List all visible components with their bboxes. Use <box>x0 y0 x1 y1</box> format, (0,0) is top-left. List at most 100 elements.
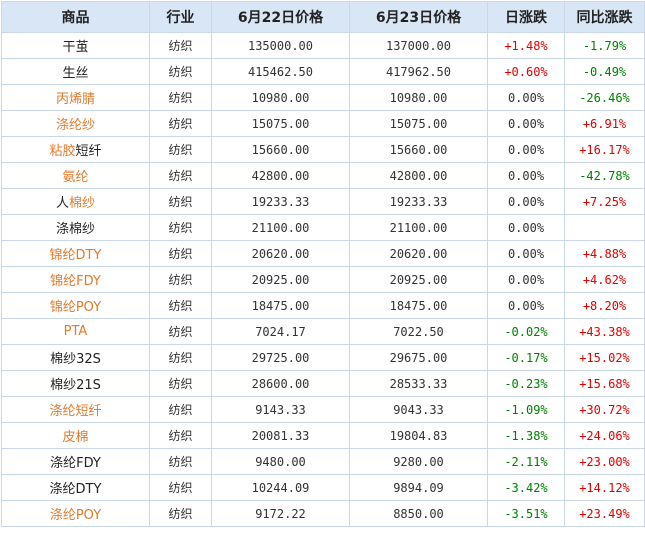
table-row: 涤纶POY 纺织 9172.22 8850.00 -3.51% +23.49% <box>1 500 645 527</box>
col-header-price-jun22: 6月22日价格 <box>211 1 350 33</box>
commodity-name-cell: 涤纶短纤 <box>1 396 150 423</box>
commodity-name-cell: 锦纶DTY <box>1 240 150 267</box>
commodity-text: 生丝 <box>62 66 89 81</box>
price-jun22-cell: 7024.17 <box>211 318 350 345</box>
daily-change-cell: -0.23% <box>487 370 565 397</box>
daily-change-cell: 0.00% <box>487 292 565 319</box>
yoy-change-cell: +8.20% <box>564 292 645 319</box>
table-row: 锦纶POY 纺织 18475.00 18475.00 0.00% +8.20% <box>1 292 645 319</box>
price-jun22-cell: 9172.22 <box>211 500 350 527</box>
price-jun23-cell: 9894.09 <box>349 474 488 501</box>
commodity-name-cell: 涤棉纱 <box>1 214 150 241</box>
price-jun23-cell: 42800.00 <box>349 162 488 189</box>
yoy-change-cell: +23.00% <box>564 448 645 475</box>
price-jun23-cell: 19233.33 <box>349 188 488 215</box>
commodity-link[interactable]: 涤纶纱 <box>55 118 95 133</box>
yoy-change-cell: +4.62% <box>564 266 645 293</box>
industry-cell: 纺织 <box>149 448 212 475</box>
yoy-change-cell <box>564 214 645 241</box>
price-jun23-cell: 8850.00 <box>349 500 488 527</box>
price-jun23-cell: 21100.00 <box>349 214 488 241</box>
yoy-change-cell: +30.72% <box>564 396 645 423</box>
col-header-industry: 行业 <box>149 1 212 33</box>
commodity-link[interactable]: 锦纶FDY <box>50 274 101 289</box>
daily-change-cell: 0.00% <box>487 84 565 111</box>
commodity-link[interactable]: 涤纶POY <box>49 508 102 523</box>
price-jun22-cell: 29725.00 <box>211 344 350 371</box>
price-jun23-cell: 137000.00 <box>349 32 488 59</box>
commodity-name-cell: 生丝 <box>1 58 150 85</box>
table-row: 锦纶FDY 纺织 20925.00 20925.00 0.00% +4.62% <box>1 266 645 293</box>
industry-cell: 纺织 <box>149 422 212 449</box>
commodity-name-cell: PTA <box>1 318 150 345</box>
daily-change-cell: -2.11% <box>487 448 565 475</box>
col-header-daily-change: 日涨跌 <box>487 1 565 33</box>
commodity-link[interactable]: 棉纱 <box>69 196 96 211</box>
col-header-yoy-change: 同比涨跌 <box>564 1 645 33</box>
price-jun22-cell: 28600.00 <box>211 370 350 397</box>
yoy-change-cell: +15.02% <box>564 344 645 371</box>
commodity-link[interactable]: 涤纶短纤 <box>49 404 102 419</box>
table-row: 涤纶短纤 纺织 9143.33 9043.33 -1.09% +30.72% <box>1 396 645 423</box>
commodity-name-cell: 棉纱32S <box>1 344 150 371</box>
price-jun22-cell: 10244.09 <box>211 474 350 501</box>
commodity-name-cell: 涤纶POY <box>1 500 150 527</box>
table-row: 锦纶DTY 纺织 20620.00 20620.00 0.00% +4.88% <box>1 240 645 267</box>
industry-cell: 纺织 <box>149 396 212 423</box>
commodity-link[interactable]: PTA <box>63 324 88 339</box>
industry-cell: 纺织 <box>149 110 212 137</box>
table-row: 干茧 纺织 135000.00 137000.00 +1.48% -1.79% <box>1 32 645 59</box>
price-jun22-cell: 18475.00 <box>211 292 350 319</box>
commodity-link[interactable]: 丙烯腈 <box>55 92 95 107</box>
table-row: 涤纶纱 纺织 15075.00 15075.00 0.00% +6.91% <box>1 110 645 137</box>
industry-cell: 纺织 <box>149 500 212 527</box>
daily-change-cell: -3.51% <box>487 500 565 527</box>
commodity-text: 短纤 <box>75 144 102 159</box>
table-body: 干茧 纺织 135000.00 137000.00 +1.48% -1.79% 生丝 纺织 41… <box>1 32 645 527</box>
price-jun23-cell: 20925.00 <box>349 266 488 293</box>
commodity-name-cell: 皮棉 <box>1 422 150 449</box>
table-row: 涤棉纱 纺织 21100.00 21100.00 0.00% <box>1 214 645 241</box>
table-row: 丙烯腈 纺织 10980.00 10980.00 0.00% -26.46% <box>1 84 645 111</box>
commodity-name-cell: 人棉纱 <box>1 188 150 215</box>
industry-cell: 纺织 <box>149 344 212 371</box>
daily-change-cell: +1.48% <box>487 32 565 59</box>
daily-change-cell: +0.60% <box>487 58 565 85</box>
commodity-name-cell: 氨纶 <box>1 162 150 189</box>
price-jun22-cell: 21100.00 <box>211 214 350 241</box>
table-row: 皮棉 纺织 20081.33 19804.83 -1.38% +24.06% <box>1 422 645 449</box>
commodity-name-cell: 丙烯腈 <box>1 84 150 111</box>
yoy-change-cell: +14.12% <box>564 474 645 501</box>
yoy-change-cell: +23.49% <box>564 500 645 527</box>
industry-cell: 纺织 <box>149 162 212 189</box>
commodity-link[interactable]: 皮棉 <box>62 430 89 445</box>
price-jun22-cell: 9143.33 <box>211 396 350 423</box>
price-jun23-cell: 15075.00 <box>349 110 488 137</box>
yoy-change-cell: -26.46% <box>564 84 645 111</box>
yoy-change-cell: +7.25% <box>564 188 645 215</box>
daily-change-cell: 0.00% <box>487 266 565 293</box>
commodity-name-cell: 粘胶短纤 <box>1 136 150 163</box>
price-jun23-cell: 15660.00 <box>349 136 488 163</box>
yoy-change-cell: +4.88% <box>564 240 645 267</box>
industry-cell: 纺织 <box>149 370 212 397</box>
commodity-link[interactable]: 锦纶POY <box>49 300 102 315</box>
commodity-text: 涤棉纱 <box>55 222 95 237</box>
commodity-link[interactable]: 氨纶 <box>62 170 89 185</box>
price-jun22-cell: 42800.00 <box>211 162 350 189</box>
table-row: 涤纶DTY 纺织 10244.09 9894.09 -3.42% +14.12% <box>1 474 645 501</box>
commodity-text: 棉纱32S <box>50 352 101 367</box>
price-jun22-cell: 20081.33 <box>211 422 350 449</box>
price-jun23-cell: 28533.33 <box>349 370 488 397</box>
price-jun23-cell: 18475.00 <box>349 292 488 319</box>
yoy-change-cell: +15.68% <box>564 370 645 397</box>
daily-change-cell: -0.17% <box>487 344 565 371</box>
commodity-link[interactable]: 粘胶 <box>49 144 76 159</box>
commodity-link[interactable]: 锦纶DTY <box>49 248 102 263</box>
daily-change-cell: -1.09% <box>487 396 565 423</box>
daily-change-cell: -3.42% <box>487 474 565 501</box>
commodity-text: 干茧 <box>62 40 89 55</box>
price-jun23-cell: 10980.00 <box>349 84 488 111</box>
yoy-change-cell: +24.06% <box>564 422 645 449</box>
